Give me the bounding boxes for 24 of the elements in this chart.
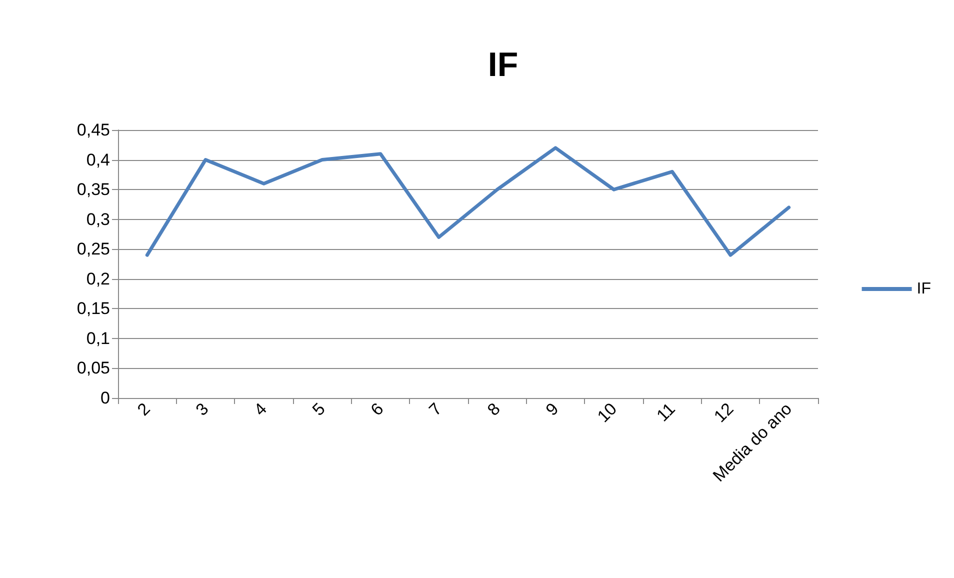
y-tick-label: 0,1 (86, 328, 110, 348)
y-tick-label: 0,3 (86, 210, 110, 229)
x-tick-label: 5 (308, 399, 329, 420)
x-tick-label: 11 (652, 399, 679, 426)
y-tick-label: 0,4 (86, 150, 110, 170)
y-tick-label: 0 (100, 388, 110, 408)
chart-title: IF (488, 46, 518, 84)
y-tick-label: 0,2 (86, 269, 110, 288)
x-tick-label: 3 (192, 399, 212, 420)
x-tick-label: 12 (710, 399, 738, 426)
x-tick-label: 2 (134, 399, 154, 420)
y-tick-label: 0,45 (76, 120, 110, 140)
x-tick-label: 6 (367, 399, 388, 420)
y-tick-label: 0,25 (76, 240, 110, 259)
y-tick-label: 0,05 (76, 358, 110, 378)
x-tick-label: 10 (594, 399, 621, 426)
line-series (145, 146, 791, 257)
x-tick-label: 8 (484, 399, 504, 420)
x-tick-label: 4 (250, 399, 271, 420)
y-tick-label: 0,35 (76, 180, 110, 200)
y-tick-label: 0,15 (76, 299, 110, 318)
legend-label: IF (916, 280, 932, 298)
x-tick-label: 9 (542, 399, 562, 420)
x-tick-label: 7 (425, 399, 446, 420)
